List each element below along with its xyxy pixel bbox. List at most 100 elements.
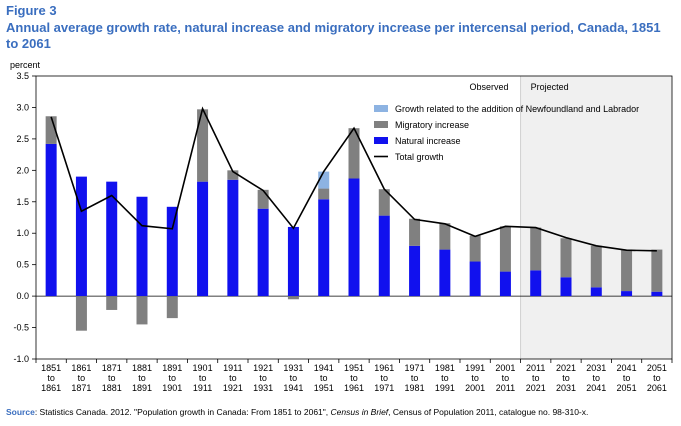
bar-natural-increase bbox=[590, 287, 602, 297]
x-tick-label-start: 1991 bbox=[465, 363, 485, 373]
y-tick-label: 3.5 bbox=[16, 71, 29, 81]
bar-natural-increase bbox=[197, 181, 209, 297]
x-tick-label-to: to bbox=[381, 373, 389, 383]
legend-swatch-natural bbox=[374, 137, 388, 144]
source-note: Source: Statistics Canada. 2012. "Popula… bbox=[6, 407, 588, 417]
legend-swatch-migratory bbox=[374, 121, 388, 128]
bar-natural-increase bbox=[530, 270, 542, 297]
bar-natural-increase bbox=[227, 179, 239, 297]
x-tick-label-start: 1921 bbox=[253, 363, 273, 373]
bar-migratory-increase bbox=[621, 249, 633, 292]
x-tick-label-end: 1881 bbox=[102, 383, 122, 393]
x-tick-label-end: 1911 bbox=[193, 383, 212, 393]
bar-natural-increase bbox=[378, 215, 390, 297]
bar-natural-increase bbox=[439, 249, 451, 297]
y-tick-label: 0.0 bbox=[16, 291, 29, 301]
bar-migratory-increase bbox=[75, 296, 87, 331]
source-catalogue: , Census of Population 2011, catalogue n… bbox=[388, 407, 589, 417]
source-text: : Statistics Canada. 2012. "Population g… bbox=[34, 407, 331, 417]
x-tick-label-end: 1961 bbox=[344, 383, 364, 393]
y-tick-label: 1.0 bbox=[16, 228, 29, 238]
bar-migratory-increase bbox=[590, 245, 602, 288]
x-tick-label-end: 1931 bbox=[253, 383, 273, 393]
x-tick-label-to: to bbox=[562, 373, 570, 383]
bar-natural-increase bbox=[75, 176, 87, 297]
x-tick-label-start: 1861 bbox=[71, 363, 91, 373]
x-tick-label-start: 1931 bbox=[283, 363, 303, 373]
x-tick-label-end: 2011 bbox=[496, 383, 515, 393]
x-tick-label-to: to bbox=[653, 373, 661, 383]
plot-frame bbox=[35, 75, 673, 360]
legend-label-newfoundland: Growth related to the addition of Newfou… bbox=[395, 104, 639, 114]
bar-migratory-increase bbox=[560, 238, 572, 278]
bar-migratory-increase bbox=[197, 109, 209, 182]
bar-migratory-increase bbox=[227, 170, 239, 180]
bar-natural-increase bbox=[469, 261, 481, 297]
x-tick-label-to: to bbox=[259, 373, 267, 383]
bar-migratory-increase bbox=[257, 189, 269, 209]
bar-migratory-increase bbox=[530, 227, 542, 271]
x-tick-label-end: 2051 bbox=[617, 383, 637, 393]
bar-natural-increase bbox=[499, 271, 511, 297]
x-tick-label-start: 2001 bbox=[495, 363, 515, 373]
x-tick-label-start: 1851 bbox=[41, 363, 61, 373]
x-tick-label-to: to bbox=[623, 373, 631, 383]
x-tick-label-start: 2041 bbox=[617, 363, 637, 373]
total-growth-line bbox=[50, 106, 657, 252]
y-tick-label: 2.5 bbox=[16, 134, 29, 144]
x-tick-label-start: 1901 bbox=[193, 363, 213, 373]
bar-migratory-increase bbox=[166, 296, 178, 319]
bar-migratory-increase bbox=[469, 235, 481, 262]
bar-natural-increase bbox=[45, 143, 57, 297]
x-tick-label-start: 1911 bbox=[223, 363, 242, 373]
source-key: Source bbox=[6, 407, 35, 417]
bar-migratory-increase bbox=[45, 116, 57, 144]
x-tick-label-to: to bbox=[290, 373, 298, 383]
x-tick-label-start: 1961 bbox=[374, 363, 394, 373]
x-tick-label-end: 1941 bbox=[283, 383, 303, 393]
legend-label-total: Total growth bbox=[395, 152, 444, 162]
x-tick-label-to: to bbox=[169, 373, 177, 383]
x-tick-label-to: to bbox=[471, 373, 479, 383]
bar-migratory-increase bbox=[106, 296, 118, 310]
projected-region-background bbox=[520, 76, 672, 359]
bar-natural-increase bbox=[560, 277, 572, 297]
y-tick-label: -0.5 bbox=[13, 323, 29, 333]
x-tick-label-end: 2021 bbox=[526, 383, 546, 393]
legend-label-migratory: Migratory increase bbox=[395, 120, 469, 130]
x-tick-label-end: 1971 bbox=[374, 383, 394, 393]
x-tick-label-start: 1941 bbox=[314, 363, 334, 373]
x-tick-label-start: 2031 bbox=[586, 363, 606, 373]
x-tick-label-to: to bbox=[47, 373, 55, 383]
bar-natural-increase bbox=[106, 181, 118, 297]
x-tick-label-to: to bbox=[229, 373, 237, 383]
bar-natural-increase bbox=[409, 245, 421, 297]
x-tick-label-to: to bbox=[108, 373, 116, 383]
bar-migratory-increase bbox=[136, 296, 148, 325]
y-tick-label: 2.0 bbox=[16, 165, 29, 175]
figure-label: Figure 3 bbox=[6, 3, 57, 18]
bar-natural-increase bbox=[651, 291, 663, 297]
x-tick-label-end: 1891 bbox=[132, 383, 152, 393]
x-tick-label-to: to bbox=[532, 373, 540, 383]
bar-migratory-increase bbox=[348, 128, 360, 179]
x-tick-label-end: 2061 bbox=[647, 383, 667, 393]
bar-natural-increase bbox=[257, 208, 269, 297]
y-axis-label: percent bbox=[10, 60, 41, 70]
x-tick-label-start: 1981 bbox=[435, 363, 455, 373]
y-tick-label: -1.0 bbox=[13, 354, 29, 364]
x-tick-label-end: 1901 bbox=[162, 383, 182, 393]
x-tick-label-start: 2021 bbox=[556, 363, 576, 373]
x-tick-label-end: 1981 bbox=[405, 383, 425, 393]
chart-title: Annual average growth rate, natural incr… bbox=[6, 20, 661, 51]
x-tick-label-to: to bbox=[78, 373, 86, 383]
x-tick-label-to: to bbox=[350, 373, 358, 383]
x-tick-label-to: to bbox=[138, 373, 146, 383]
x-tick-label-end: 1861 bbox=[41, 383, 61, 393]
bar-migratory-increase bbox=[499, 226, 511, 272]
x-tick-label-start: 1951 bbox=[344, 363, 364, 373]
bar-newfoundland bbox=[318, 171, 330, 189]
y-tick-label: 3.0 bbox=[16, 102, 29, 112]
y-tick-label: 1.5 bbox=[16, 197, 29, 207]
x-tick-label-start: 2011 bbox=[526, 363, 545, 373]
